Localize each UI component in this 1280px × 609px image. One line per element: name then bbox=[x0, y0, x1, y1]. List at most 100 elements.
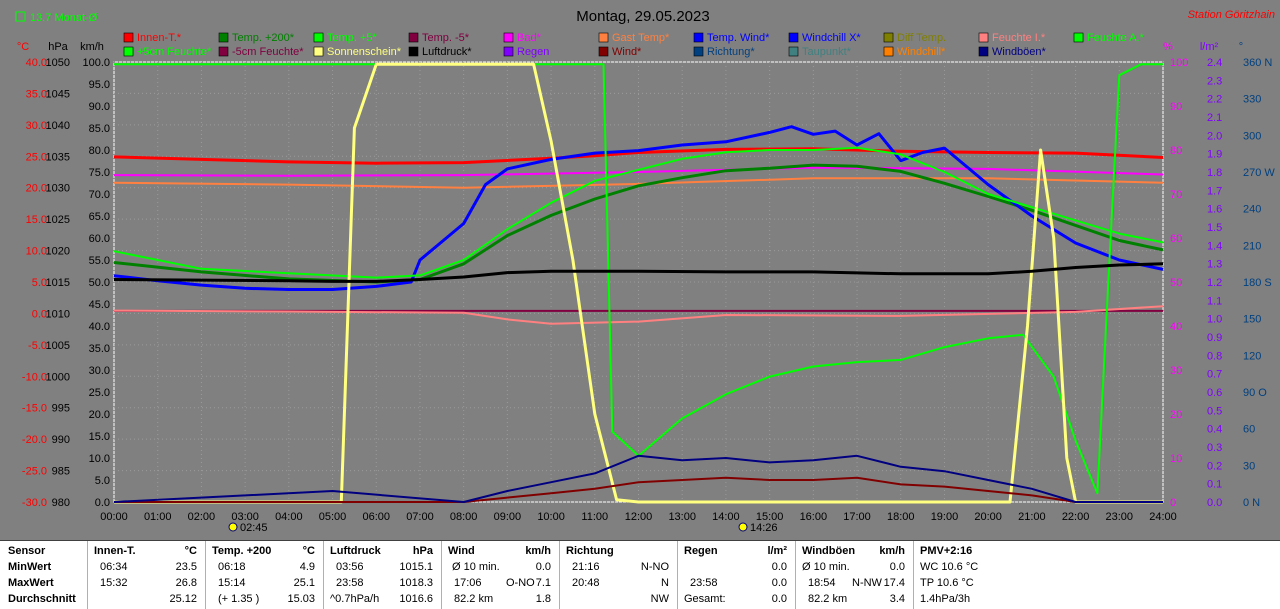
rain-tick-label: 2.4 bbox=[1207, 57, 1222, 69]
stats-wind-distance: 82.2 km bbox=[454, 593, 494, 605]
sunrise-icon bbox=[228, 522, 238, 532]
stats-temp200-max: 25.1 bbox=[293, 577, 315, 589]
stats-richtung-v1: N-NO bbox=[640, 561, 669, 573]
temp-tick-label: -10.0 bbox=[22, 371, 47, 383]
rain-tick-label: 2.1 bbox=[1207, 112, 1222, 124]
monthly-avg-label: 13.7 Monat-Ø bbox=[30, 12, 98, 24]
unit-kmh: km/h bbox=[80, 41, 104, 53]
temp-tick-label: -15.0 bbox=[22, 403, 47, 415]
legend-swatch bbox=[313, 32, 324, 43]
rain-tick-label: 1.7 bbox=[1207, 185, 1222, 197]
pressure-tick-label: 990 bbox=[52, 434, 70, 446]
humidity-tick-label: 100 bbox=[1170, 57, 1188, 69]
legend-swatch bbox=[883, 46, 894, 57]
pressure-tick-label: 1005 bbox=[46, 340, 70, 352]
rain-tick-label: 0.0 bbox=[1207, 497, 1222, 509]
stats-innen: Innen-T. °C 06:34 23.5 15:32 26.8 25.12 bbox=[88, 541, 206, 609]
legend-swatch bbox=[123, 32, 134, 43]
wind-tick-label: 35.0 bbox=[89, 343, 110, 355]
stats-temp200-title: Temp. +200 bbox=[212, 545, 272, 557]
stats-innen-min: 23.5 bbox=[175, 561, 197, 573]
pressure-tick-label: 1030 bbox=[46, 183, 70, 195]
pressure-tick-label: 1045 bbox=[46, 88, 70, 100]
legend-swatch bbox=[503, 32, 514, 43]
stats-richtung-t2: 20:48 bbox=[572, 577, 600, 589]
wind-tick-label: 70.0 bbox=[89, 189, 110, 201]
direction-tick-label: 330 bbox=[1243, 94, 1261, 106]
chart-title: Montag, 29.05.2023 bbox=[576, 8, 709, 25]
time-tick-label: 15:00 bbox=[756, 511, 784, 523]
statistics-bar: Sensor MinWert MaxWert Durchschnitt Inne… bbox=[0, 540, 1280, 609]
rain-tick-label: 1.3 bbox=[1207, 259, 1222, 271]
pressure-tick-label: 1000 bbox=[46, 371, 70, 383]
legend-swatch bbox=[408, 32, 419, 43]
stats-windboeen: Windböen km/h Ø 10 min. 0.0 18:54 N-NW 17.4 … bbox=[796, 541, 914, 609]
stats-windboeen-distance: 82.2 km bbox=[808, 593, 848, 605]
time-tick-label: 24:00 bbox=[1149, 511, 1177, 523]
legend-label: Innen-T.* bbox=[137, 32, 182, 44]
stats-regen-unit: l/m² bbox=[767, 545, 787, 557]
monthly-avg-checkbox[interactable] bbox=[15, 11, 26, 22]
row-label-max: MaxWert bbox=[8, 577, 54, 589]
series-line bbox=[113, 454, 1163, 503]
time-tick-label: 03:00 bbox=[231, 511, 259, 523]
time-tick-label: 20:00 bbox=[974, 511, 1002, 523]
legend-swatch bbox=[978, 46, 989, 57]
direction-tick-label: 0 N bbox=[1243, 497, 1260, 509]
legend-swatch bbox=[883, 32, 894, 43]
legend-swatch bbox=[1073, 32, 1084, 43]
row-label-min: MinWert bbox=[8, 561, 52, 573]
rain-tick-label: 2.2 bbox=[1207, 94, 1222, 106]
temp-tick-label: -20.0 bbox=[22, 434, 47, 446]
stats-pmv-dewpoint: TP 10.6 °C bbox=[920, 577, 974, 589]
legend-swatch bbox=[503, 46, 514, 57]
temp-tick-label: 40.0 bbox=[26, 57, 47, 69]
time-tick-label: 18:00 bbox=[887, 511, 915, 523]
rain-tick-label: 1.9 bbox=[1207, 149, 1222, 161]
axes-layer: 40.0 35.0 30.0 25.0 20.0 15.0 10.0 5.0 0.0 -5.0 -1… bbox=[22, 57, 1275, 523]
series-line bbox=[113, 146, 1164, 279]
legend-label: Luftdruck* bbox=[422, 46, 472, 58]
station-name: Station Göritzhain bbox=[1188, 9, 1275, 21]
temp-tick-label: 0.0 bbox=[32, 308, 47, 320]
stats-wind-max: 7.1 bbox=[535, 577, 551, 589]
stats-luftdruck-max: 1018.3 bbox=[399, 577, 433, 589]
stats-luftdruck-max-time: 23:58 bbox=[336, 577, 364, 589]
legend-label: Windchill X* bbox=[802, 32, 861, 44]
humidity-tick-label: 40 bbox=[1170, 321, 1182, 333]
legend-label: Regen bbox=[517, 46, 549, 58]
pressure-tick-label: 1040 bbox=[46, 120, 70, 132]
pressure-tick-label: 1035 bbox=[46, 151, 70, 163]
direction-tick-label: 240 bbox=[1243, 204, 1261, 216]
wind-tick-label: 95.0 bbox=[89, 79, 110, 91]
series-line bbox=[113, 177, 1164, 189]
wind-tick-label: 0.0 bbox=[95, 497, 110, 509]
wind-tick-label: 50.0 bbox=[89, 277, 110, 289]
temp-tick-label: 15.0 bbox=[26, 214, 47, 226]
legend-label: Taupunkt* bbox=[802, 46, 852, 58]
sunrise-time: 02:45 bbox=[240, 522, 268, 534]
stats-richtung-title: Richtung bbox=[566, 545, 614, 557]
rain-tick-label: 1.4 bbox=[1207, 240, 1222, 252]
time-tick-label: 04:00 bbox=[275, 511, 303, 523]
wind-tick-label: 90.0 bbox=[89, 101, 110, 113]
stats-luftdruck-min: 1015.1 bbox=[399, 561, 433, 573]
legend-label: Feuchte I.* bbox=[992, 32, 1046, 44]
legend: Innen-T.* Temp. +200* Temp. +5* Temp. -5* Ba… bbox=[123, 32, 1145, 58]
series-line bbox=[114, 62, 1163, 504]
rain-tick-label: 2.3 bbox=[1207, 75, 1222, 87]
rain-tick-label: 1.5 bbox=[1207, 222, 1222, 234]
legend-swatch bbox=[693, 46, 704, 57]
stats-regen-total: 0.0 bbox=[771, 593, 787, 605]
time-tick-label: 14:00 bbox=[712, 511, 740, 523]
time-tick-label: 10:00 bbox=[537, 511, 565, 523]
series-line bbox=[114, 63, 1163, 495]
stats-richtung-v3: NW bbox=[650, 593, 669, 605]
stats-regen-v1: 0.0 bbox=[771, 561, 787, 573]
stats-regen-total-label: Gesamt: bbox=[684, 593, 726, 605]
direction-tick-label: 30 bbox=[1243, 460, 1255, 472]
rain-tick-label: 2.0 bbox=[1207, 130, 1222, 142]
humidity-tick-label: 50 bbox=[1170, 277, 1182, 289]
stats-sensor: Sensor MinWert MaxWert Durchschnitt bbox=[0, 541, 88, 609]
pressure-tick-label: 1015 bbox=[46, 277, 70, 289]
